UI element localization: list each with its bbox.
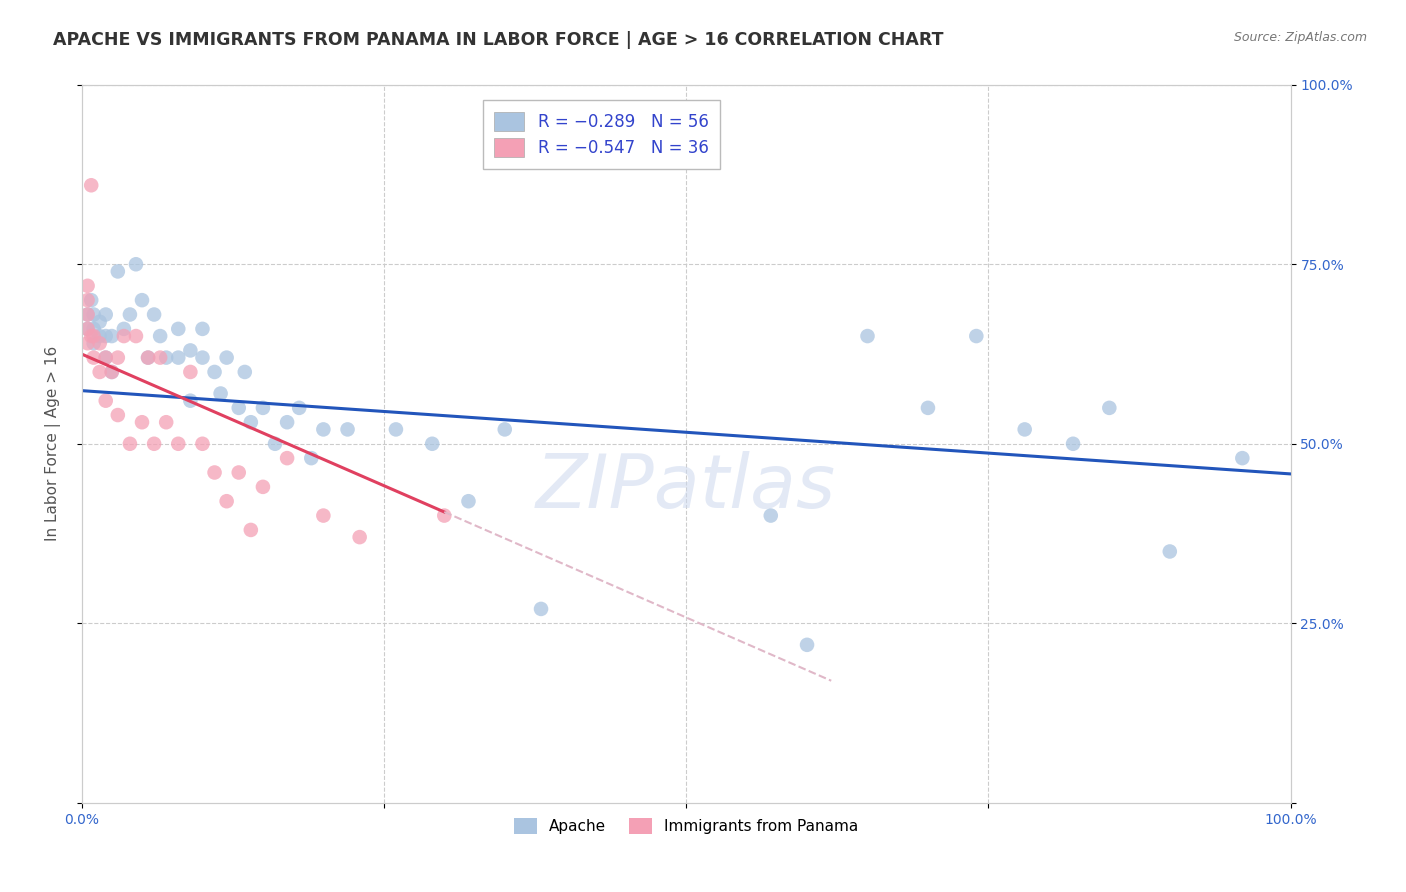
Point [83,336,105,351]
Point [83,308,105,322]
Point [917,401,939,415]
Point [252,480,274,494]
Point [796,638,818,652]
Point [191,436,214,450]
Point [118,436,141,450]
Point [89,336,111,351]
Point [336,422,359,436]
Point [856,329,879,343]
Point [76,293,98,307]
Point [94,351,117,365]
Point [80,329,103,343]
Point [101,329,124,343]
Point [83,329,105,343]
Point [457,494,479,508]
Point [136,351,159,365]
Legend: Apache, Immigrants from Panama: Apache, Immigrants from Panama [506,810,866,842]
Y-axis label: In Labor Force | Age > 16: In Labor Force | Age > 16 [45,346,60,541]
Point [136,351,159,365]
Point [94,393,117,408]
Point [239,415,262,429]
Point [155,351,177,365]
Point [167,436,190,450]
Point [349,530,371,544]
Point [385,422,408,436]
Point [233,365,256,379]
Point [228,466,250,480]
Point [76,308,98,322]
Point [83,322,105,336]
Point [1159,544,1181,558]
Point [264,436,287,450]
Point [204,365,226,379]
Point [179,393,201,408]
Point [101,365,124,379]
Point [191,351,214,365]
Point [155,415,177,429]
Point [107,351,129,365]
Point [215,351,238,365]
Point [76,336,98,351]
Point [131,293,153,307]
Point [252,401,274,415]
Point [167,322,190,336]
Point [1062,436,1084,450]
Point [80,293,103,307]
Point [420,436,443,450]
Point [94,329,117,343]
Point [215,494,238,508]
Point [76,322,98,336]
Point [239,523,262,537]
Point [149,329,172,343]
Point [76,322,98,336]
Point [965,329,987,343]
Point [759,508,782,523]
Point [143,436,166,450]
Point [276,451,298,466]
Point [299,451,322,466]
Point [167,351,190,365]
Point [204,466,226,480]
Point [179,365,201,379]
Point [191,322,214,336]
Point [179,343,201,358]
Point [94,308,117,322]
Point [112,329,135,343]
Point [89,315,111,329]
Point [276,415,298,429]
Point [101,365,124,379]
Point [76,308,98,322]
Point [1232,451,1254,466]
Point [125,257,148,271]
Point [107,264,129,278]
Point [1098,401,1121,415]
Point [125,329,148,343]
Point [288,401,311,415]
Point [1014,422,1036,436]
Point [209,386,232,401]
Point [494,422,516,436]
Point [89,365,111,379]
Point [80,178,103,193]
Point [112,322,135,336]
Point [131,415,153,429]
Point [107,408,129,422]
Point [76,278,98,293]
Point [118,308,141,322]
Point [143,308,166,322]
Point [530,602,553,616]
Point [89,329,111,343]
Text: APACHE VS IMMIGRANTS FROM PANAMA IN LABOR FORCE | AGE > 16 CORRELATION CHART: APACHE VS IMMIGRANTS FROM PANAMA IN LABO… [53,31,943,49]
Point [149,351,172,365]
Point [94,351,117,365]
Point [228,401,250,415]
Point [312,508,335,523]
Point [433,508,456,523]
Point [83,351,105,365]
Text: Source: ZipAtlas.com: Source: ZipAtlas.com [1233,31,1367,45]
Point [312,422,335,436]
Text: ZIPatlas: ZIPatlas [536,450,837,523]
